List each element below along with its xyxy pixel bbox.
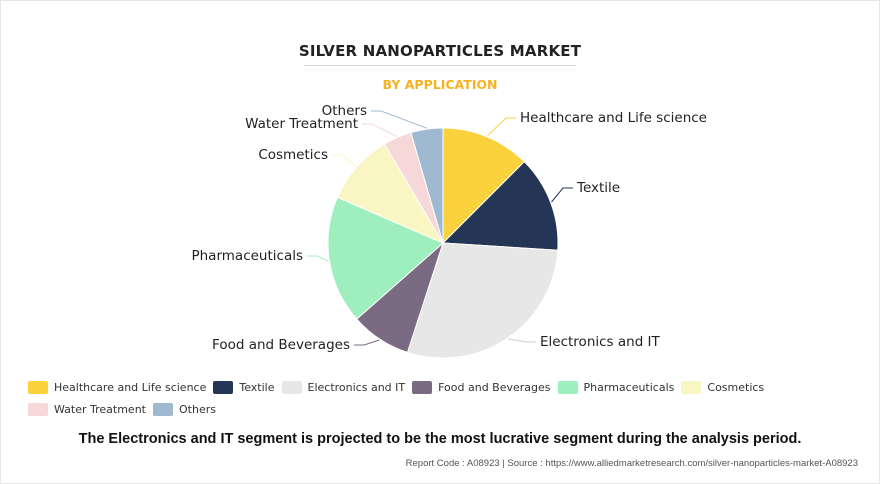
slice-label-electronics-and-it: Electronics and IT	[540, 334, 661, 350]
legend-label: Textile	[239, 381, 275, 394]
chart-subtitle: BY APPLICATION	[382, 77, 498, 92]
leader-line-water-treatment	[362, 123, 398, 137]
legend-swatch	[681, 381, 702, 394]
legend-label: Electronics and IT	[307, 381, 406, 394]
legend-swatch	[557, 381, 578, 394]
source-citation: Report Code : A08923 | Source : https://…	[405, 458, 858, 469]
slice-label-healthcare-and-life-science: Healthcare and Life science	[520, 110, 707, 126]
leader-line-others	[371, 110, 427, 129]
legend-swatch	[28, 403, 48, 416]
pie-slice-labels: Healthcare and Life science Textile Electr…	[191, 103, 707, 353]
slice-label-food-and-beverages: Food and Beverages	[212, 337, 350, 353]
legend-swatch	[412, 381, 433, 394]
legend-item-healthcare-and-life-science[interactable]: Healthcare and Life science	[28, 381, 206, 394]
slice-label-textile: Textile	[576, 180, 620, 196]
legend-item-textile[interactable]: Textile	[213, 381, 275, 394]
pie-slices	[327, 127, 559, 359]
pie-slice-others	[410, 127, 444, 244]
legend-item-electronics-and-it[interactable]: Electronics and IT	[281, 381, 406, 394]
leader-line-textile	[551, 187, 573, 203]
legend-swatch	[281, 381, 302, 394]
leader-line-healthcare-and-life-science	[487, 117, 516, 137]
pie-leader-lines	[307, 110, 573, 346]
pie-slice-pharmaceuticals	[327, 196, 444, 320]
leader-line-cosmetics	[332, 154, 357, 167]
legend-label: Food and Beverages	[438, 381, 551, 394]
legend-item-water-treatment[interactable]: Water Treatment	[28, 403, 146, 416]
pie-slice-cosmetics	[336, 143, 445, 245]
slice-label-cosmetics: Cosmetics	[258, 147, 328, 163]
title-divider	[304, 65, 576, 66]
pie-slice-electronics-and-it	[406, 242, 559, 359]
legend-item-food-and-beverages[interactable]: Food and Beverages	[412, 381, 551, 394]
chart-title: SILVER NANOPARTICLES MARKET	[298, 42, 582, 60]
legend-label: Pharmaceuticals	[583, 381, 675, 394]
footnote-statement: The Electronics and IT segment is projec…	[78, 431, 802, 447]
legend-label: Water Treatment	[54, 403, 146, 416]
legend-swatch	[153, 403, 173, 416]
chart-legend: Healthcare and Life science Textile Electr…	[28, 381, 868, 425]
legend-item-cosmetics[interactable]: Cosmetics	[681, 381, 764, 394]
slice-label-pharmaceuticals: Pharmaceuticals	[191, 248, 303, 264]
slice-label-others: Others	[322, 103, 367, 119]
legend-label: Cosmetics	[707, 381, 765, 394]
legend-swatch	[28, 381, 48, 394]
leader-line-food-and-beverages	[354, 339, 380, 346]
legend-item-pharmaceuticals[interactable]: Pharmaceuticals	[557, 381, 675, 394]
pie-slice-textile	[441, 160, 559, 251]
leader-line-pharmaceuticals	[307, 255, 329, 262]
leader-line-electronics-and-it	[508, 338, 536, 343]
legend-swatch	[213, 381, 234, 394]
legend-item-others[interactable]: Others	[153, 403, 216, 416]
legend-label: Others	[179, 403, 216, 416]
pie-slice-healthcare-and-life-science	[442, 127, 526, 245]
legend-label: Healthcare and Life science	[54, 381, 207, 394]
slice-label-water-treatment: Water Treatment	[245, 116, 358, 132]
